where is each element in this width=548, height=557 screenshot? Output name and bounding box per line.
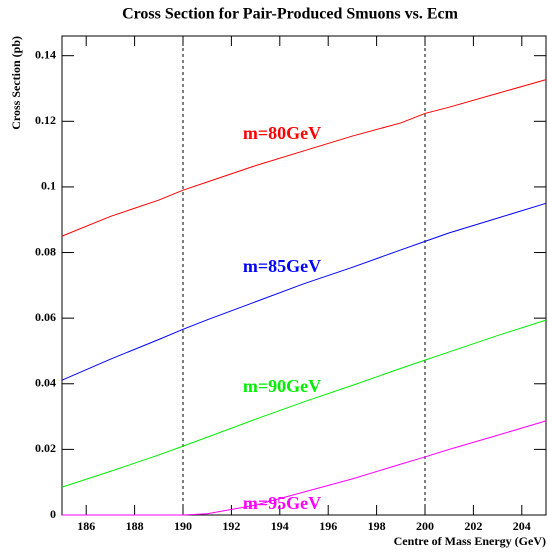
y-tick-label: 0.12 (35, 113, 56, 127)
x-tick-label: 196 (319, 519, 337, 533)
series-line (61, 79, 547, 237)
x-tick-label: 204 (513, 519, 531, 533)
y-axis-label: Cross Section (pb) (9, 36, 23, 130)
series-label: m=85GeV (243, 256, 321, 276)
series-line (62, 420, 547, 516)
y-tick-label: 0.14 (35, 47, 56, 61)
x-tick-label: 188 (126, 519, 144, 533)
series-line (61, 319, 547, 488)
y-tick-label: 0.08 (35, 244, 56, 258)
y-tick-label: 0.04 (35, 376, 56, 390)
x-tick-label: 198 (368, 519, 386, 533)
plot-frame (61, 35, 547, 516)
y-tick-label: 0 (50, 507, 56, 521)
x-tick-label: 190 (174, 519, 192, 533)
series-label: m=95GeV (243, 493, 321, 513)
x-tick-label: 194 (271, 519, 289, 533)
series-line (61, 202, 547, 381)
series-label: m=80GeV (243, 123, 321, 143)
x-axis-label: Centre of Mass Energy (GeV) (394, 534, 546, 548)
series-label: m=90GeV (243, 376, 321, 396)
x-tick-label: 192 (222, 519, 240, 533)
y-tick-label: 0.02 (35, 441, 56, 455)
x-tick-label: 186 (77, 519, 95, 533)
chart-title: Cross Section for Pair-Produced Smuons v… (122, 6, 459, 23)
y-tick-label: 0.06 (35, 310, 56, 324)
x-tick-label: 200 (416, 519, 434, 533)
x-tick-label: 202 (464, 519, 482, 533)
y-tick-label: 0.1 (41, 179, 56, 193)
